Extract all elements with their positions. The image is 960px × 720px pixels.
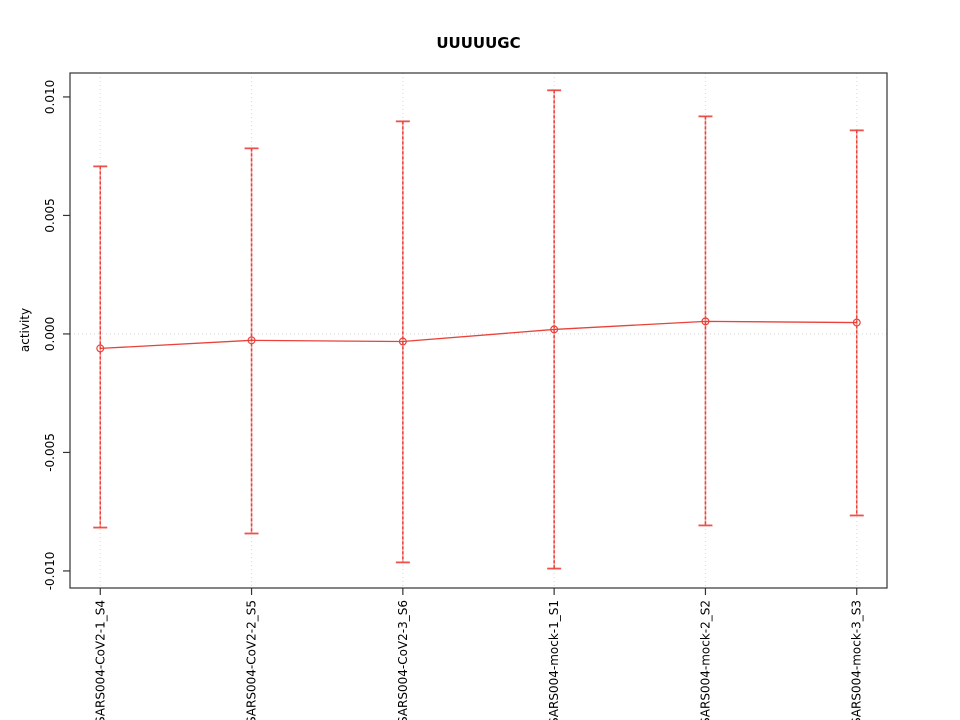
data-point [550,325,559,334]
x-tick-label: SARS004-CoV2-3_S6 [396,600,410,720]
x-tick-label: SARS004-CoV2-1_S4 [93,600,107,720]
data-point [247,336,256,345]
y-tick-label: 0.005 [43,198,57,232]
x-tick-label: SARS004-mock-3_S3 [850,600,864,720]
x-tick-label: SARS004-CoV2-2_S5 [245,600,259,720]
y-tick-label: -0.010 [43,552,57,591]
y-tick-label: -0.005 [43,433,57,472]
x-tick-label: SARS004-mock-2_S2 [698,600,712,720]
plot-border [69,72,888,589]
data-point [852,318,861,327]
y-tick-label: 0.010 [43,80,57,114]
data-point [701,317,710,326]
y-tick-label: 0.000 [43,317,57,351]
data-point [96,344,105,353]
data-point [398,337,407,346]
x-tick-label: SARS004-mock-1_S1 [547,600,561,720]
chart-title: UUUUUGC [436,34,521,52]
series-line [100,320,857,350]
